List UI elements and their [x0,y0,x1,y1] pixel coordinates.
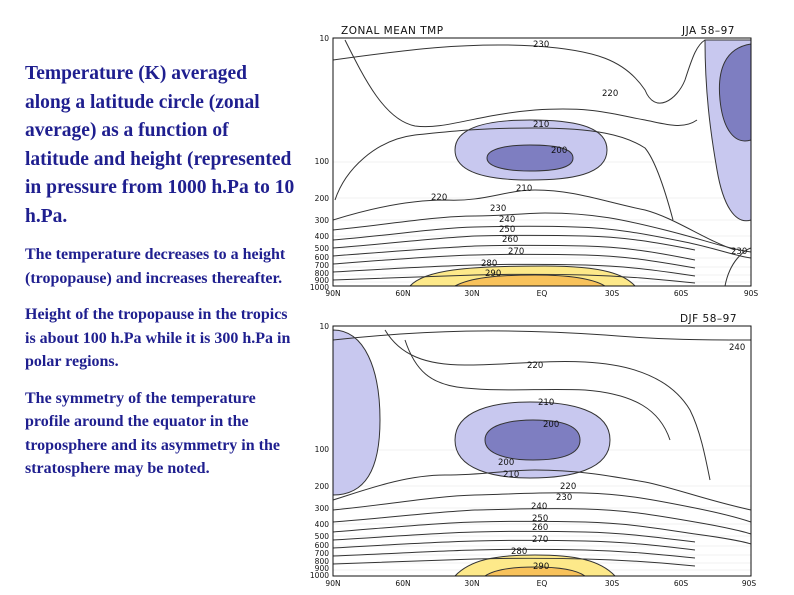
y-tick-200: 200 [315,194,330,203]
y-tick-600: 600 [315,253,330,262]
contour-label: 200 [543,420,559,430]
contour-label: 210 [503,470,519,480]
y-tick-100: 100 [315,157,330,166]
contour-label: 210 [538,398,554,408]
y-tick-400: 400 [315,520,330,529]
warm-region-surface [454,554,616,576]
warm-core-surface [484,566,586,576]
contour-label: 240 [499,215,515,225]
x-tick-30n: 30N [464,289,479,298]
contour-label: 230 [490,204,506,214]
x-tick-30s: 30S [605,579,620,588]
x-tick-90n: 90N [325,579,340,588]
contour-label: 220 [527,361,543,371]
y-tick-300: 300 [315,504,330,513]
chart-title: ZONAL MEAN TMP [341,25,444,37]
plot-frame [332,37,752,287]
tropopause-paragraph: The temperature decreases to a height (t… [25,246,286,287]
contour-label: 250 [532,514,548,524]
y-tick-1000: 1000 [310,283,329,292]
y-tick-600: 600 [315,541,330,550]
cold-core-east [718,43,751,142]
chart-subtitle: DJF 58–97 [680,313,737,325]
contour-labels: 240 220 210 200 200 210 220 230 240 250 … [498,343,745,572]
tropopause-height-paragraph: Height of the tropopause in the tropics … [25,306,291,370]
contour-label: 230 [533,40,549,50]
y-tick-10: 10 [319,34,329,43]
contour-label: 230 [731,247,747,257]
x-tick-60n: 60N [395,579,410,588]
y-tick-500: 500 [315,244,330,253]
contour-label: 290 [533,562,549,572]
x-tick-60s: 60S [674,579,689,588]
contour-label: 260 [502,235,518,245]
cold-region-west [333,329,381,496]
contour-label: 260 [532,523,548,533]
y-tick-500: 500 [315,532,330,541]
djf-contour-svg: DJF 58–97 10 100 200 300 400 500 600 700… [310,313,756,588]
y-tick-1000: 1000 [310,571,329,580]
y-tick-10: 10 [319,322,329,331]
y-tick-900: 900 [315,564,330,573]
x-tick-90s: 90S [742,579,757,588]
contour-label: 280 [481,259,497,269]
y-tick-700: 700 [315,549,330,558]
plot-frame [332,325,752,577]
contour-label: 280 [511,547,527,557]
x-tick-30s: 30S [605,289,620,298]
contour-label: 200 [498,458,514,468]
y-tick-700: 700 [315,261,330,270]
contour-label: 220 [602,89,618,99]
y-tick-400: 400 [315,232,330,241]
x-tick-90s: 90S [744,289,759,298]
contour-label: 240 [531,502,547,512]
x-tick-60n: 60N [395,289,410,298]
lead-paragraph: Temperature (K) averaged along a latitud… [25,63,295,227]
x-tick-eq: EQ [537,289,548,298]
contour-label: 220 [431,193,447,203]
y-axis-ticks: 10 100 200 300 400 500 600 700 800 900 1… [310,34,329,292]
contour-label: 230 [556,493,572,503]
contour-label: 290 [485,269,501,279]
jja-contour-chart: ZONAL MEAN TMP JJA 58–97 10 100 200 300 … [305,20,765,300]
contour-label: 270 [532,535,548,545]
jja-contour-svg: ZONAL MEAN TMP JJA 58–97 10 100 200 300 … [310,25,758,298]
contour-label: 240 [729,343,745,353]
x-tick-eq: EQ [537,579,548,588]
cold-core-center [486,144,574,172]
contour-label: 250 [499,225,515,235]
y-tick-100: 100 [315,445,330,454]
cold-core-center [484,419,581,461]
contour-label: 210 [516,184,532,194]
x-tick-90n: 90N [325,289,340,298]
contour-labels: 230 220 210 200 210 220 230 240 250 260 … [431,40,747,279]
contour-label: 210 [533,120,549,130]
x-axis-ticks: 90N 60N 30N EQ 30S 60S 90S [325,289,758,298]
y-tick-200: 200 [315,482,330,491]
y-tick-800: 800 [315,557,330,566]
contour-label: 220 [560,482,576,492]
contour-label: 270 [508,247,524,257]
x-tick-60s: 60S [674,289,689,298]
x-tick-30n: 30N [464,579,479,588]
y-tick-800: 800 [315,269,330,278]
y-tick-300: 300 [315,216,330,225]
symmetry-paragraph: The symmetry of the temperature profile … [25,389,280,478]
djf-contour-chart: DJF 58–97 10 100 200 300 400 500 600 700… [305,310,765,590]
y-tick-900: 900 [315,276,330,285]
contour-label: 200 [551,146,567,156]
description-column: Temperature (K) averaged along a latitud… [25,60,297,494]
x-axis-ticks: 90N 60N 30N EQ 30S 60S 90S [325,579,756,588]
chart-subtitle: JJA 58–97 [681,25,735,37]
y-axis-ticks: 10 100 200 300 400 500 600 700 800 900 1… [310,322,329,580]
warm-core-surface [454,274,606,286]
